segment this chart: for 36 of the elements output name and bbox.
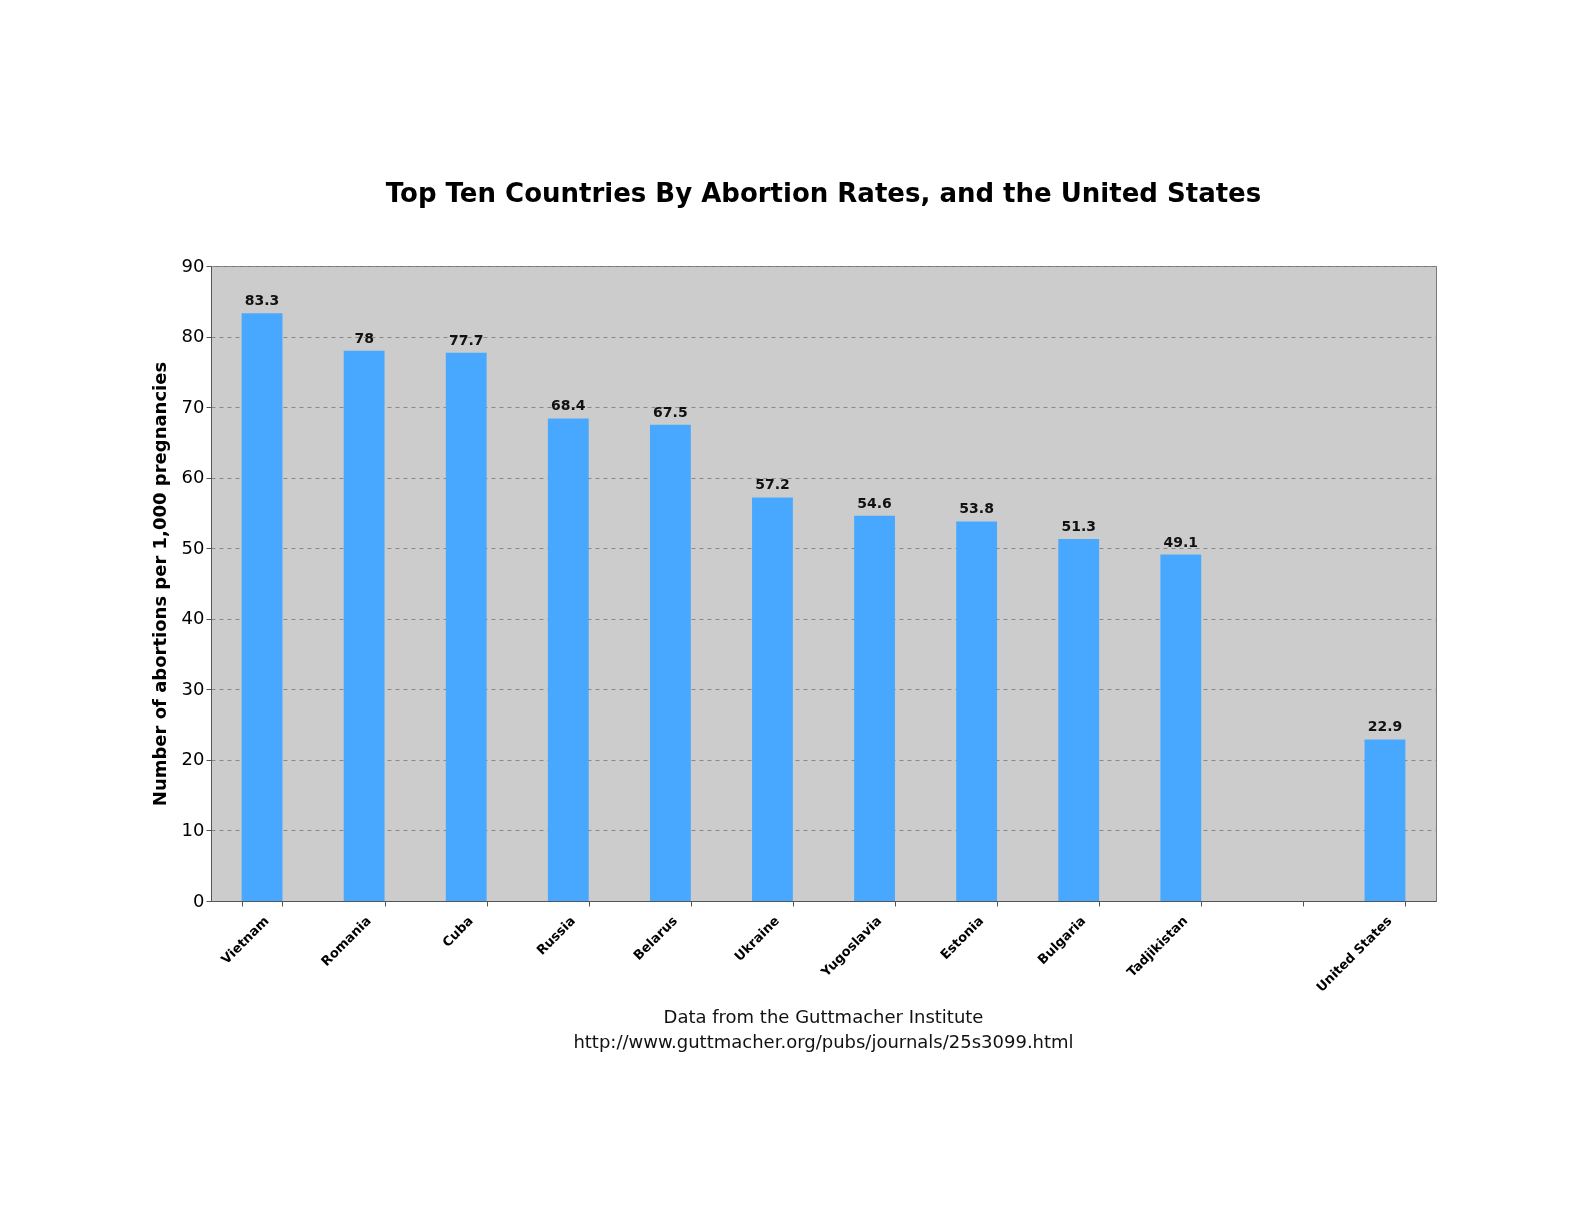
data-label: 68.4 <box>551 397 586 414</box>
bar <box>649 424 691 901</box>
y-axis-title: Number of abortions per 1,000 pregnancies <box>148 361 170 807</box>
bar <box>547 418 589 901</box>
data-label: 78 <box>354 329 374 346</box>
bar <box>241 313 283 901</box>
bar <box>956 521 998 901</box>
bar <box>445 352 487 901</box>
data-label: 57.2 <box>755 476 790 493</box>
bar <box>1160 554 1202 901</box>
y-tick-label: 50 <box>181 536 205 558</box>
text: http://www.guttmacher.org/pubs/journals/25s3099.html <box>573 1030 1074 1052</box>
bar <box>1364 739 1406 901</box>
bar <box>854 515 895 901</box>
chart-title: Top Ten Countries By Abortion Rates, and the United States <box>385 178 1262 208</box>
data-label: 54.6 <box>857 494 892 511</box>
bar <box>752 497 793 901</box>
y-tick-label: 90 <box>181 254 205 276</box>
y-tick-label: 40 <box>181 607 205 629</box>
data-label: 53.8 <box>959 500 994 517</box>
bar <box>1058 539 1100 901</box>
y-tick-label: 70 <box>181 395 205 417</box>
data-label: 51.3 <box>1061 518 1096 535</box>
data-label: 22.9 <box>1367 718 1403 735</box>
y-tick-label: 60 <box>181 466 205 488</box>
bar <box>343 350 385 901</box>
data-label: 67.5 <box>653 403 688 420</box>
data-label: 77.7 <box>448 331 484 348</box>
data-label: 83.3 <box>244 292 280 309</box>
data-label: 49.1 <box>1163 533 1199 550</box>
y-tick-label: 30 <box>181 677 205 699</box>
y-tick-label: 20 <box>181 748 205 770</box>
y-tick-label: 10 <box>181 818 205 840</box>
y-tick-label: 0 <box>193 889 205 911</box>
y-tick-label: 80 <box>181 325 205 347</box>
text: Data from the Guttmacher Institute <box>663 1005 984 1027</box>
